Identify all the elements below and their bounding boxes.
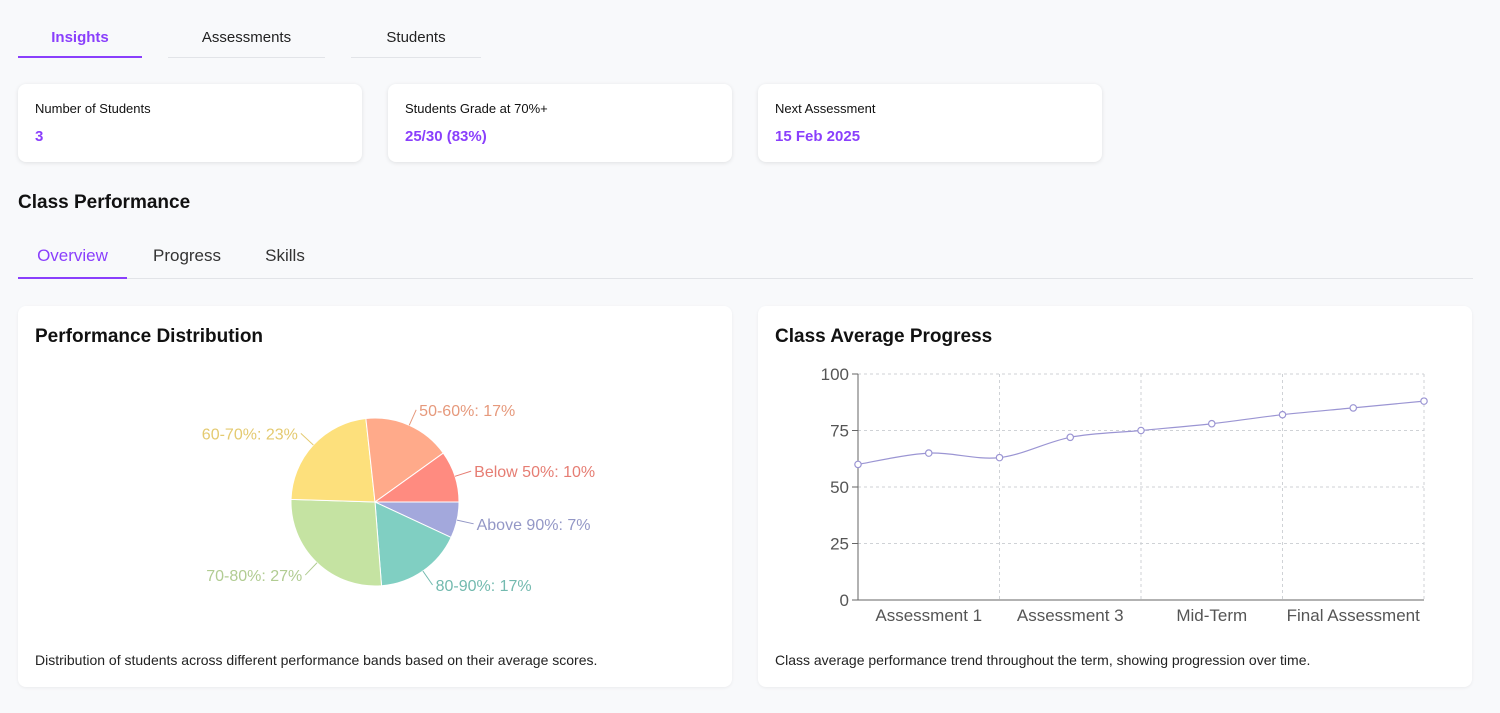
panel-title: Class Average Progress [775, 326, 993, 347]
pie-label: 80-90%: 17% [436, 578, 532, 595]
x-tick-label: Final Assessment [1287, 606, 1420, 625]
stat-value: 15 Feb 2025 [775, 128, 861, 145]
sub-tabs: Overview Progress Skills [18, 235, 1473, 279]
x-tick-label: Assessment 3 [1017, 606, 1124, 625]
data-point [1420, 397, 1428, 405]
pie-label-line [408, 409, 417, 426]
pie-label: Below 50%: 10% [474, 464, 595, 481]
performance-distribution-panel: Performance Distribution Above 90%: 7% 80… [18, 306, 732, 687]
class-average-progress-panel: Class Average Progress 0 25 50 75 100 Assessm… [758, 306, 1472, 687]
pie-label-line [456, 519, 474, 525]
pie-label: 50-60%: 17% [419, 403, 515, 420]
y-tick-label: 0 [840, 591, 849, 610]
pie-label-line [422, 570, 433, 586]
stat-value: 3 [35, 128, 44, 145]
data-point [1278, 410, 1287, 419]
stat-card-next-assessment: Next Assessment 15 Feb 2025 [758, 84, 1102, 162]
stat-value: 25/30 (83%) [405, 128, 487, 145]
data-point [1349, 404, 1358, 412]
tab-progress[interactable]: Progress [152, 246, 222, 265]
data-point [1207, 419, 1216, 428]
pie-label: 70-80%: 27% [206, 568, 302, 585]
pie-slice [290, 417, 376, 503]
pie-label-line [454, 470, 472, 477]
x-tick-label: Assessment 1 [875, 606, 982, 625]
data-point [854, 460, 862, 469]
x-tick-label: Mid-Term [1176, 606, 1247, 625]
pie-label-line [300, 433, 314, 446]
section-title: Class Performance [18, 192, 191, 213]
y-tick-label: 100 [821, 365, 849, 384]
pie-label: 60-70%: 23% [202, 426, 298, 443]
pie-slice [374, 501, 452, 587]
tab-students[interactable]: Students [351, 20, 481, 58]
tab-assessments[interactable]: Assessments [168, 20, 325, 58]
data-point [1066, 433, 1075, 442]
pie-label: Above 90%: 7% [477, 517, 591, 534]
pie-slice [290, 498, 383, 587]
tab-insights[interactable]: Insights [18, 20, 142, 58]
pie-chart: Above 90%: 7% 80-90%: 17% 70-80%: 27% 60-70… [202, 403, 595, 595]
y-tick-label: 50 [830, 478, 849, 497]
panel-description: Class average performance trend througho… [775, 652, 1311, 668]
stat-label: Next Assessment [775, 101, 876, 116]
pie-label-line [304, 562, 318, 576]
stat-label: Students Grade at 70%+ [405, 101, 548, 116]
data-point [995, 453, 1004, 462]
stat-card-grade-70-plus: Students Grade at 70%+ 25/30 (83%) [388, 84, 732, 162]
panel-title: Performance Distribution [35, 326, 264, 347]
y-tick-label: 75 [830, 422, 849, 441]
data-point [924, 449, 933, 457]
tab-skills[interactable]: Skills [265, 246, 305, 265]
stat-card-number-of-students: Number of Students 3 [18, 84, 362, 162]
y-tick-label: 25 [830, 535, 849, 554]
y-axis-label: Average Mark ( [792, 389, 811, 505]
pie-slice [365, 417, 444, 503]
tab-overview[interactable]: Overview [18, 235, 127, 279]
stat-label: Number of Students [35, 101, 151, 116]
pie-slice [373, 452, 460, 503]
panel-description: Distribution of students across differen… [35, 652, 598, 668]
data-point [1137, 426, 1145, 435]
line-chart: 0 25 50 75 100 Assessment 1 Assessment 3 Mid-Te… [792, 365, 1428, 625]
